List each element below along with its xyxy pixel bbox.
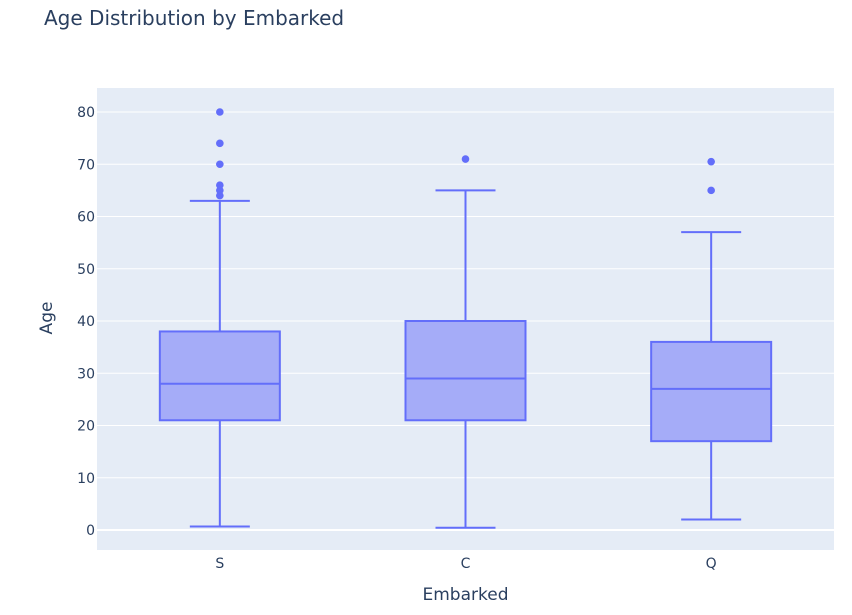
outlier-point <box>216 139 224 148</box>
outlier-point <box>216 108 224 116</box>
y-tick-label: 20 <box>77 419 95 435</box>
outlier-point <box>461 155 470 163</box>
boxes <box>158 108 773 529</box>
chart-title: Age Distribution by Embarked <box>44 6 345 30</box>
y-tick-label: 70 <box>77 157 95 173</box>
iqr-box <box>650 340 773 443</box>
outlier-point <box>216 181 224 189</box>
y-tick-label: 40 <box>77 314 95 330</box>
y-axis-title: Age <box>37 302 57 335</box>
box-Q <box>650 157 773 521</box>
y-tick-label: 60 <box>77 210 95 226</box>
y-tick-label: 50 <box>77 262 95 278</box>
outlier-point <box>216 160 224 169</box>
box-S <box>158 108 281 528</box>
outlier-point <box>216 191 224 200</box>
iqr-box <box>404 320 527 422</box>
iqr-box <box>158 330 281 422</box>
outlier-point <box>216 186 224 195</box>
x-tick-label: C <box>461 556 471 572</box>
y-tick-label: 30 <box>77 366 95 382</box>
y-tick-label: 80 <box>77 105 95 121</box>
outlier-point <box>707 157 715 166</box>
x-tick-label: S <box>215 556 224 572</box>
outlier-point <box>707 186 715 195</box>
x-tick-label: Q <box>706 556 717 572</box>
y-tick-label: 0 <box>86 523 95 539</box>
y-tick-label: 10 <box>77 471 95 487</box>
x-axis-title: Embarked <box>423 585 509 605</box>
box-C <box>404 155 527 529</box>
y-axis-ticks: 0 10 20 30 40 50 60 70 80 <box>77 105 95 539</box>
